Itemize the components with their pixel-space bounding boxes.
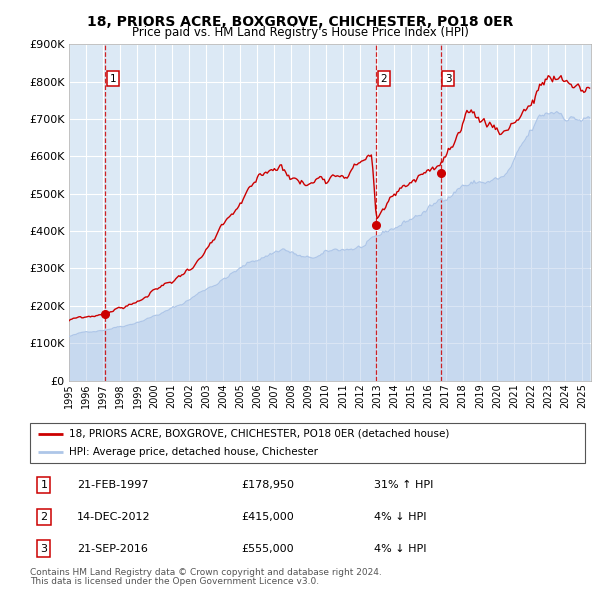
Text: 14-DEC-2012: 14-DEC-2012 (77, 512, 151, 522)
Text: 18, PRIORS ACRE, BOXGROVE, CHICHESTER, PO18 0ER: 18, PRIORS ACRE, BOXGROVE, CHICHESTER, P… (87, 15, 513, 30)
Text: 21-FEB-1997: 21-FEB-1997 (77, 480, 149, 490)
Text: 21-SEP-2016: 21-SEP-2016 (77, 543, 148, 553)
Text: 3: 3 (445, 74, 452, 84)
Text: 4% ↓ HPI: 4% ↓ HPI (374, 512, 427, 522)
Text: Contains HM Land Registry data © Crown copyright and database right 2024.: Contains HM Land Registry data © Crown c… (30, 568, 382, 576)
Text: 1: 1 (110, 74, 116, 84)
Text: 31% ↑ HPI: 31% ↑ HPI (374, 480, 433, 490)
Text: 2: 2 (380, 74, 387, 84)
Text: Price paid vs. HM Land Registry's House Price Index (HPI): Price paid vs. HM Land Registry's House … (131, 26, 469, 39)
Text: 1: 1 (40, 480, 47, 490)
Text: HPI: Average price, detached house, Chichester: HPI: Average price, detached house, Chic… (69, 447, 318, 457)
Text: £555,000: £555,000 (241, 543, 293, 553)
Text: This data is licensed under the Open Government Licence v3.0.: This data is licensed under the Open Gov… (30, 577, 319, 586)
Text: £178,950: £178,950 (241, 480, 294, 490)
Text: 18, PRIORS ACRE, BOXGROVE, CHICHESTER, PO18 0ER (detached house): 18, PRIORS ACRE, BOXGROVE, CHICHESTER, P… (69, 429, 449, 439)
Text: 3: 3 (40, 543, 47, 553)
Text: £415,000: £415,000 (241, 512, 293, 522)
Text: 2: 2 (40, 512, 47, 522)
Text: 4% ↓ HPI: 4% ↓ HPI (374, 543, 427, 553)
